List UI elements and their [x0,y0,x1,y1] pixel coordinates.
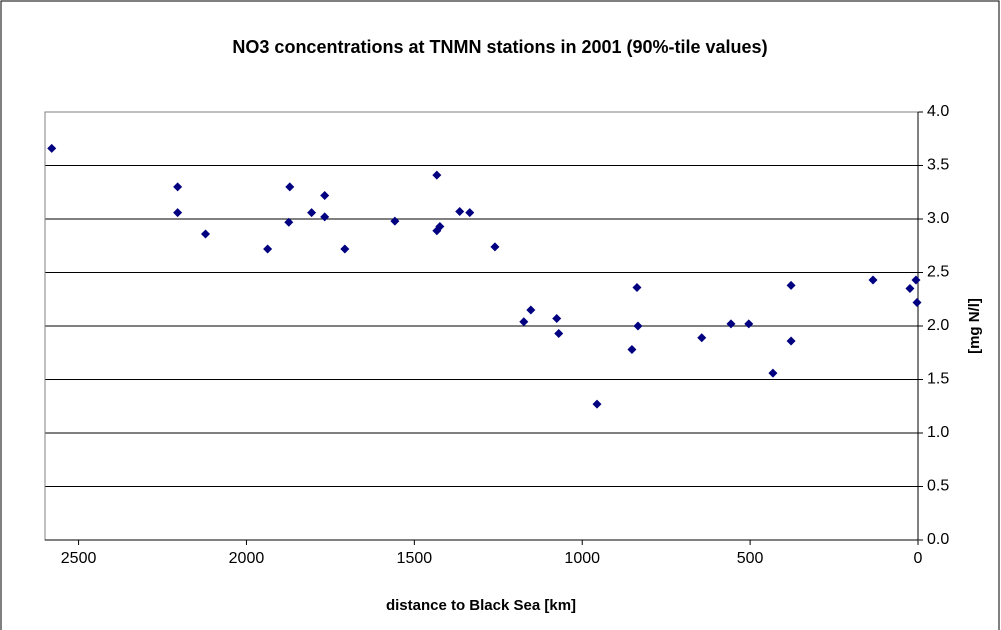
point [320,190,330,200]
x-tick-label: 2500 [61,550,97,567]
y-tick-label: 0.0 [927,531,949,548]
y-tick-label: 4.0 [927,103,949,120]
x-tick-label: 1000 [564,550,600,567]
y-axis-label: [mg N/l] [966,298,983,354]
y-tick-label: 0.5 [927,478,949,495]
x-tick-label: 1500 [397,550,433,567]
x-axis-label: distance to Black Sea [km] [386,597,576,614]
x-tick-label: 500 [737,550,764,567]
y-tick-label: 2.5 [927,264,949,281]
point [200,229,210,239]
point [632,282,642,292]
point [554,328,564,338]
y-tick-label: 3.0 [927,210,949,227]
point [173,182,183,192]
x-tick-label: 2000 [229,550,265,567]
y-tick-label: 1.5 [927,371,949,388]
point [726,319,736,329]
point [263,244,273,254]
point [786,336,796,346]
point [340,244,350,254]
point [592,399,602,409]
point [47,143,57,153]
point [432,170,442,180]
point [744,319,754,329]
chart-title: NO3 concentrations at TNMN stations in 2… [232,37,767,57]
point [911,275,921,285]
point [465,208,475,218]
point [526,305,536,315]
point [519,317,529,327]
point [905,284,915,294]
point [307,208,317,218]
point [697,333,707,343]
y-tick-label: 1.0 [927,424,949,441]
point [552,314,562,324]
point [912,297,922,307]
y-tick-label: 2.0 [927,317,949,334]
point [627,345,637,355]
point [284,217,294,227]
point [786,280,796,290]
point [435,221,445,231]
point [455,207,465,217]
point [768,368,778,378]
y-tick-label: 3.5 [927,157,949,174]
point [390,216,400,226]
point [633,321,643,331]
point [868,275,878,285]
point [320,212,330,222]
point [490,242,500,252]
point [285,182,295,192]
point [173,208,183,218]
x-tick-label: 0 [914,550,923,567]
